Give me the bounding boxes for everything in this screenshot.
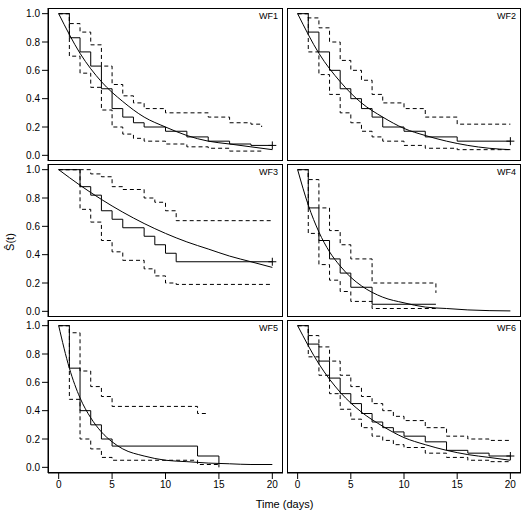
svg-text:5: 5 xyxy=(348,479,354,490)
svg-text:0.0: 0.0 xyxy=(26,306,40,317)
svg-text:0.6: 0.6 xyxy=(26,377,40,388)
html-text:WF6: WF6 xyxy=(497,323,516,333)
svg-text:0: 0 xyxy=(56,479,62,490)
html-text:Ŝ(t): Ŝ(t) xyxy=(4,233,16,251)
html-text:Time (days): Time (days) xyxy=(255,498,314,510)
svg-text:1.0: 1.0 xyxy=(26,320,40,331)
html-text:WF4: WF4 xyxy=(497,167,516,177)
html-text:WF2: WF2 xyxy=(497,11,516,21)
svg-text:0.2: 0.2 xyxy=(26,434,40,445)
html-text:WF1: WF1 xyxy=(259,11,278,21)
svg-text:15: 15 xyxy=(452,479,464,490)
svg-text:0.4: 0.4 xyxy=(26,93,40,104)
svg-text:0.8: 0.8 xyxy=(26,193,40,204)
html-text:WF5: WF5 xyxy=(259,323,278,333)
svg-text:0: 0 xyxy=(295,479,301,490)
svg-text:15: 15 xyxy=(213,479,225,490)
html-text:WF3: WF3 xyxy=(259,167,278,177)
svg-text:1.0: 1.0 xyxy=(26,8,40,19)
svg-text:10: 10 xyxy=(398,479,410,490)
svg-text:0.8: 0.8 xyxy=(26,349,40,360)
svg-text:0.2: 0.2 xyxy=(26,122,40,133)
svg-text:0.2: 0.2 xyxy=(26,278,40,289)
svg-text:0.8: 0.8 xyxy=(26,37,40,48)
svg-text:5: 5 xyxy=(109,479,115,490)
svg-text:0.6: 0.6 xyxy=(26,65,40,76)
svg-text:10: 10 xyxy=(160,479,172,490)
svg-text:20: 20 xyxy=(505,479,515,490)
svg-text:0.0: 0.0 xyxy=(26,462,40,473)
svg-text:0.6: 0.6 xyxy=(26,221,40,232)
svg-text:1.0: 1.0 xyxy=(26,164,40,175)
svg-text:0.4: 0.4 xyxy=(26,249,40,260)
svg-text:0.0: 0.0 xyxy=(26,150,40,161)
svg-text:20: 20 xyxy=(267,479,279,490)
svg-text:0.4: 0.4 xyxy=(26,405,40,416)
